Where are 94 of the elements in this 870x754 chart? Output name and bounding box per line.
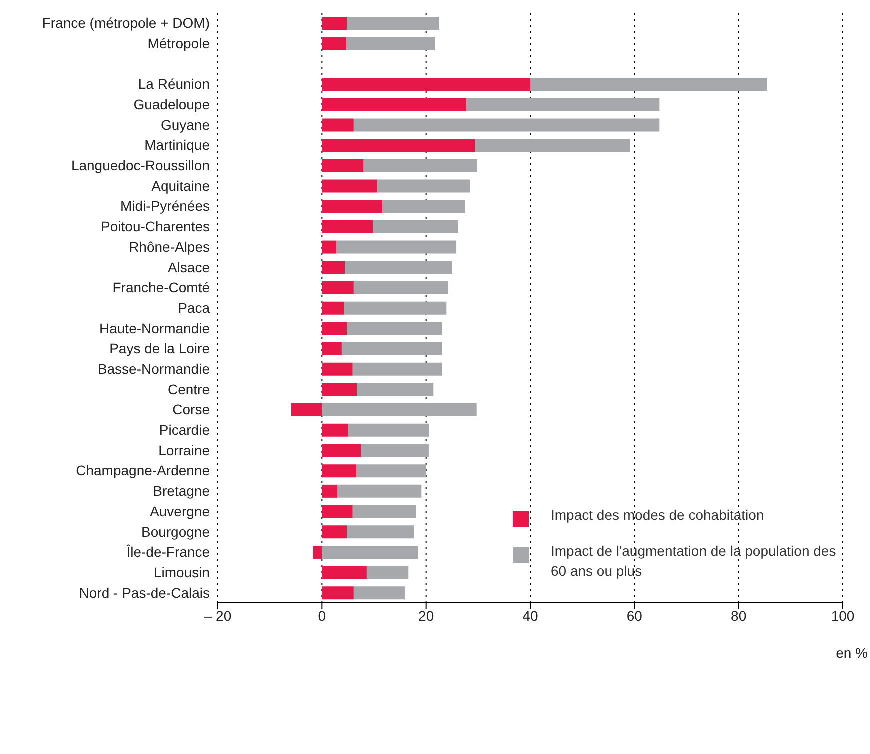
bar [361, 444, 429, 458]
bar [322, 98, 466, 112]
y-tick-label: France (métropole + DOM) [42, 15, 210, 32]
x-tick-label: 60 [626, 608, 643, 624]
y-tick-label: Centre [168, 381, 210, 398]
bar [322, 281, 354, 294]
bar [356, 464, 426, 478]
bar [530, 78, 768, 92]
bar [382, 200, 466, 214]
bar [322, 302, 344, 315]
bar [377, 180, 470, 193]
bar [354, 118, 660, 132]
bar [466, 98, 660, 112]
bar [352, 505, 416, 518]
bar [338, 484, 422, 498]
bar [344, 302, 447, 315]
bar [322, 546, 418, 559]
bar [322, 17, 348, 30]
y-tick-label: Corse [172, 402, 210, 418]
bar [354, 586, 405, 600]
y-tick-label: Île-de-France [126, 544, 210, 560]
x-axis-title: en % [836, 645, 868, 661]
x-tick-label: 80 [731, 608, 747, 624]
bar [322, 200, 383, 214]
y-tick-label: Pays de la Loire [110, 340, 210, 357]
bar [322, 159, 364, 172]
bar [364, 159, 478, 172]
bar [357, 383, 434, 396]
y-tick-label: Martinique [144, 137, 210, 154]
y-tick-label: Paca [178, 300, 210, 316]
y-tick-label: Haute-Normandie [100, 320, 210, 336]
y-tick-label: Picardie [159, 422, 210, 438]
bar [366, 566, 409, 580]
bar [345, 261, 452, 274]
bar [342, 342, 442, 356]
bar [291, 404, 322, 417]
x-tick-label: – 20 [204, 608, 232, 624]
y-tick-label: Lorraine [158, 442, 210, 458]
bar [322, 586, 354, 600]
bar [346, 37, 436, 50]
bar [322, 444, 362, 458]
bar [322, 261, 346, 274]
y-tick-label: Midi-Pyrénées [120, 198, 210, 214]
bar [322, 342, 342, 356]
y-tick-label: Bretagne [153, 483, 210, 500]
bar [322, 220, 374, 234]
x-tick-label: 40 [522, 608, 538, 624]
bar [322, 404, 477, 417]
y-tick-label: Aquitaine [152, 178, 210, 194]
y-tick-label: Basse-Normandie [98, 361, 210, 378]
bar [322, 566, 367, 580]
y-tick-label: Languedoc-Roussillon [71, 158, 210, 174]
bar [336, 240, 457, 254]
y-tick-label: Franche-Comté [112, 280, 210, 296]
y-tick-label: Alsace [168, 259, 210, 276]
bar [322, 424, 348, 437]
bar [354, 281, 448, 294]
bar [322, 139, 476, 152]
y-tick-label: Auvergne [150, 503, 210, 520]
bar [352, 362, 442, 376]
bar [322, 484, 338, 498]
bar [373, 220, 458, 234]
bar [347, 322, 442, 336]
bar [322, 526, 348, 539]
bar [322, 383, 358, 396]
bar [348, 424, 430, 437]
bar [322, 118, 354, 132]
y-tick-label: Rhône-Alpes [129, 238, 210, 255]
x-tick-label: 0 [318, 608, 326, 624]
bar [322, 362, 353, 376]
bar [347, 526, 414, 539]
x-tick-label: 20 [418, 608, 434, 624]
bar [322, 464, 357, 478]
legend-label: Impact des modes de cohabitation [551, 506, 764, 525]
x-tick-label: 100 [831, 608, 855, 624]
bar [475, 139, 630, 152]
bar [322, 78, 530, 92]
bar [322, 322, 348, 336]
y-tick-label: Champagne-Ardenne [76, 462, 210, 479]
bar [313, 546, 322, 559]
y-tick-label: Guyane [160, 116, 210, 133]
bar [322, 505, 353, 518]
y-tick-label: Nord - Pas-de-Calais [79, 584, 210, 601]
bar [322, 37, 347, 50]
y-tick-label: Métropole [148, 35, 210, 52]
y-tick-label: Bourgogne [141, 524, 210, 540]
legend-label: Impact de l'augmentation de la population des 60 ans ou plus [551, 542, 838, 581]
y-tick-label: Limousin [154, 564, 210, 580]
bar [322, 180, 378, 193]
y-tick-label: Poitou-Charentes [101, 218, 210, 235]
y-tick-label: La Réunion [138, 76, 210, 92]
y-tick-label: Guadeloupe [134, 96, 210, 113]
bar [322, 240, 337, 254]
bar [347, 17, 440, 30]
